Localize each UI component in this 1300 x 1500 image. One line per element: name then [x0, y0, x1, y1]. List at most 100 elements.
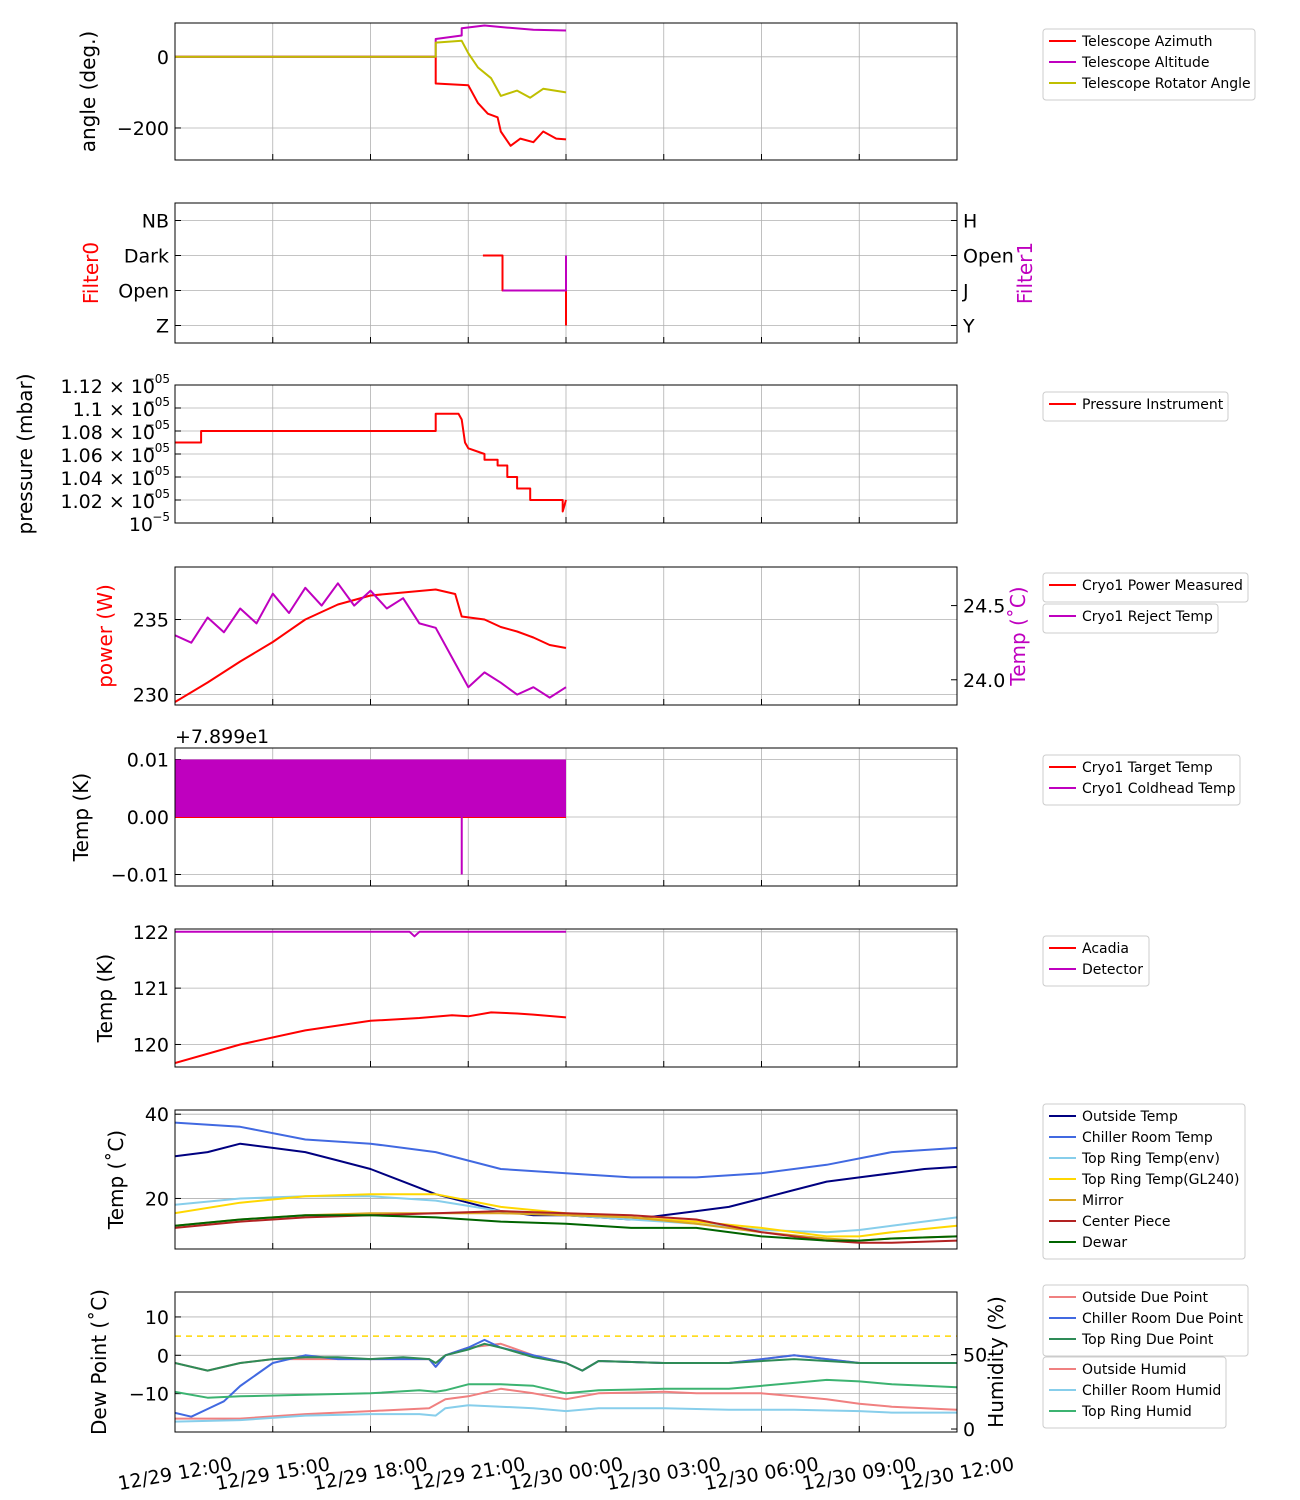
legend-label: Pressure Instrument: [1082, 397, 1224, 413]
legend: Outside Humid Chiller Room Humid Top Ring …: [1042, 1356, 1227, 1429]
y-tick-exponent: −05: [145, 418, 170, 432]
legend-label: Mirror: [1082, 1193, 1123, 1209]
y-tick-label-right: Y: [962, 316, 975, 338]
y-tick-label: 10: [145, 1307, 169, 1329]
legend-label: Center Piece: [1082, 1214, 1171, 1230]
legend-label: Cryo1 Target Temp: [1082, 760, 1213, 776]
series-line-top-ring-due-point: [175, 1342, 957, 1372]
y-tick-label: −200: [117, 118, 169, 140]
legend-box: [1042, 603, 1219, 634]
series-line-telescope-azimuth: [175, 55, 567, 147]
plot-area: [175, 24, 567, 147]
y-tick-label: Open: [118, 281, 169, 303]
panel-3: 1.12 × 10−051.1 × 10−051.08 × 10−051.06 …: [13, 372, 1229, 536]
y-tick-labels: 0.01 0.00 −0.01: [111, 750, 169, 887]
y-tick-label: 1.04 × 10: [61, 468, 155, 490]
panel-6: 122 121 120 Temp (K) Acadia Detector: [93, 922, 1150, 1068]
y-tick-label: 121: [133, 978, 169, 1000]
y-axis-label: Temp (K): [93, 954, 117, 1043]
plot-frame: [174, 747, 958, 887]
plot-area: [482, 254, 567, 326]
panel-2: NB Dark Open Z H Open JY Filter0 Filter1: [79, 202, 1037, 344]
legend-box: [1042, 1356, 1227, 1429]
y-tick-label: −10: [129, 1384, 169, 1406]
plot-area: [175, 582, 567, 703]
legend: Acadia Detector: [1042, 935, 1150, 987]
series-line-cryo1-reject-temp: [175, 582, 567, 699]
y-tick-label: 0.01: [127, 750, 169, 772]
series-line-center-piece: [175, 1210, 957, 1244]
y-tick-labels: 230 235: [133, 610, 169, 707]
y-tick-label: 1.02 × 10: [61, 491, 155, 513]
y-axis-label: Temp (˚C): [104, 1130, 128, 1230]
series-line-top-ring-humid: [175, 1378, 957, 1399]
y-tick-label-right: 24.0: [963, 670, 1005, 692]
legend-label: Cryo1 Coldhead Temp: [1082, 781, 1236, 797]
legend-label: Top Ring Due Point: [1081, 1332, 1214, 1348]
legend: Outside Due Point Chiller Room Due Point T…: [1042, 1284, 1249, 1357]
legend-label: Outside Temp: [1082, 1109, 1178, 1125]
plot-frame: [174, 1109, 958, 1250]
y-tick-label: 1.12 × 10: [61, 376, 155, 398]
panel-5: 0.01 0.00 −0.01 Temp (K) +7.899e1 Cryo1 Targe…: [69, 726, 1241, 887]
y-axis-label-right: Temp (˚C): [1006, 586, 1030, 686]
plot-area: [175, 930, 567, 1065]
offset-label: +7.899e1: [175, 726, 269, 748]
series-line-chiller-room-temp: [175, 1121, 957, 1179]
y-tick-labels: 40 20: [145, 1104, 169, 1210]
y-tick-label: 230: [133, 685, 169, 707]
y-tick-labels: NB Dark Open Z: [118, 211, 169, 338]
legend-label: Telescope Rotator Angle: [1081, 76, 1251, 92]
legend-box: [1042, 1284, 1249, 1357]
legend-label: Outside Due Point: [1082, 1290, 1209, 1306]
panel-7: 40 20 Temp (˚C) Outside Temp Chiller Room Te…: [104, 1103, 1246, 1260]
y-tick-label: 0: [157, 47, 169, 69]
y-tick-exponent: −05: [145, 372, 170, 386]
panel-8: 10 0 −10 50 0 Dew Point (˚C) Humidity (%) Outsi…: [87, 1284, 1249, 1441]
y-tick-labels: 10 0 −10: [129, 1307, 169, 1406]
y-tick-label: Z: [156, 316, 169, 338]
y-tick-label: 1.06 × 10: [61, 445, 155, 467]
series-line-filter1: [502, 255, 567, 292]
series-line-chiller-room-humid: [175, 1404, 957, 1423]
y-tick-labels: 1.12 × 10−051.1 × 10−051.08 × 10−051.06 …: [61, 372, 170, 536]
y-tick-label-right: 0: [963, 1419, 975, 1441]
plot-area: [175, 1335, 957, 1423]
legend-label: Telescope Azimuth: [1081, 34, 1212, 50]
legend-box: [1042, 754, 1241, 806]
y-tick-label-right: J: [962, 281, 969, 303]
y-tick-label: 122: [133, 922, 169, 944]
y-tick-label: NB: [142, 211, 169, 233]
y-tick-exponent: −5: [152, 510, 170, 524]
y-tick-labels: 122 121 120: [133, 922, 169, 1057]
y-tick-labels: 0 −200: [117, 47, 169, 140]
plot-frame: [174, 928, 958, 1068]
y-tick-label: −0.01: [111, 865, 169, 887]
series-line-telescope-rotator-angle: [175, 39, 567, 99]
plot-frame: [174, 1291, 958, 1433]
legend-label: Telescope Altitude: [1081, 55, 1210, 71]
legend: Cryo1 Power Measured: [1042, 572, 1249, 603]
plot-frame: [174, 22, 958, 161]
y-tick-label: 10: [129, 514, 153, 536]
legend-label: Cryo1 Power Measured: [1082, 578, 1243, 594]
y-tick-exponent: −05: [145, 487, 170, 501]
y-tick-label: 20: [145, 1188, 169, 1210]
legend-label: Detector: [1082, 962, 1143, 978]
y-axis-label: Temp (K): [69, 773, 93, 862]
legend: Telescope Azimuth Telescope Altitude Teles…: [1042, 28, 1256, 101]
y-axis-label: angle (deg.): [76, 31, 100, 153]
y-axis-label: power (W): [93, 584, 117, 688]
y-tick-label: 1.1 × 10: [73, 399, 155, 421]
series-line-detector: [175, 930, 566, 938]
plot-area: [175, 412, 567, 513]
y-tick-label: 40: [145, 1104, 169, 1126]
legend: Cryo1 Reject Temp: [1042, 603, 1219, 634]
plot-area: [175, 1121, 957, 1244]
y-axis-label-right: Filter1: [1013, 242, 1037, 304]
plot-frame: [174, 202, 958, 344]
legend: Pressure Instrument: [1042, 391, 1229, 422]
legend-box: [1042, 1103, 1246, 1260]
